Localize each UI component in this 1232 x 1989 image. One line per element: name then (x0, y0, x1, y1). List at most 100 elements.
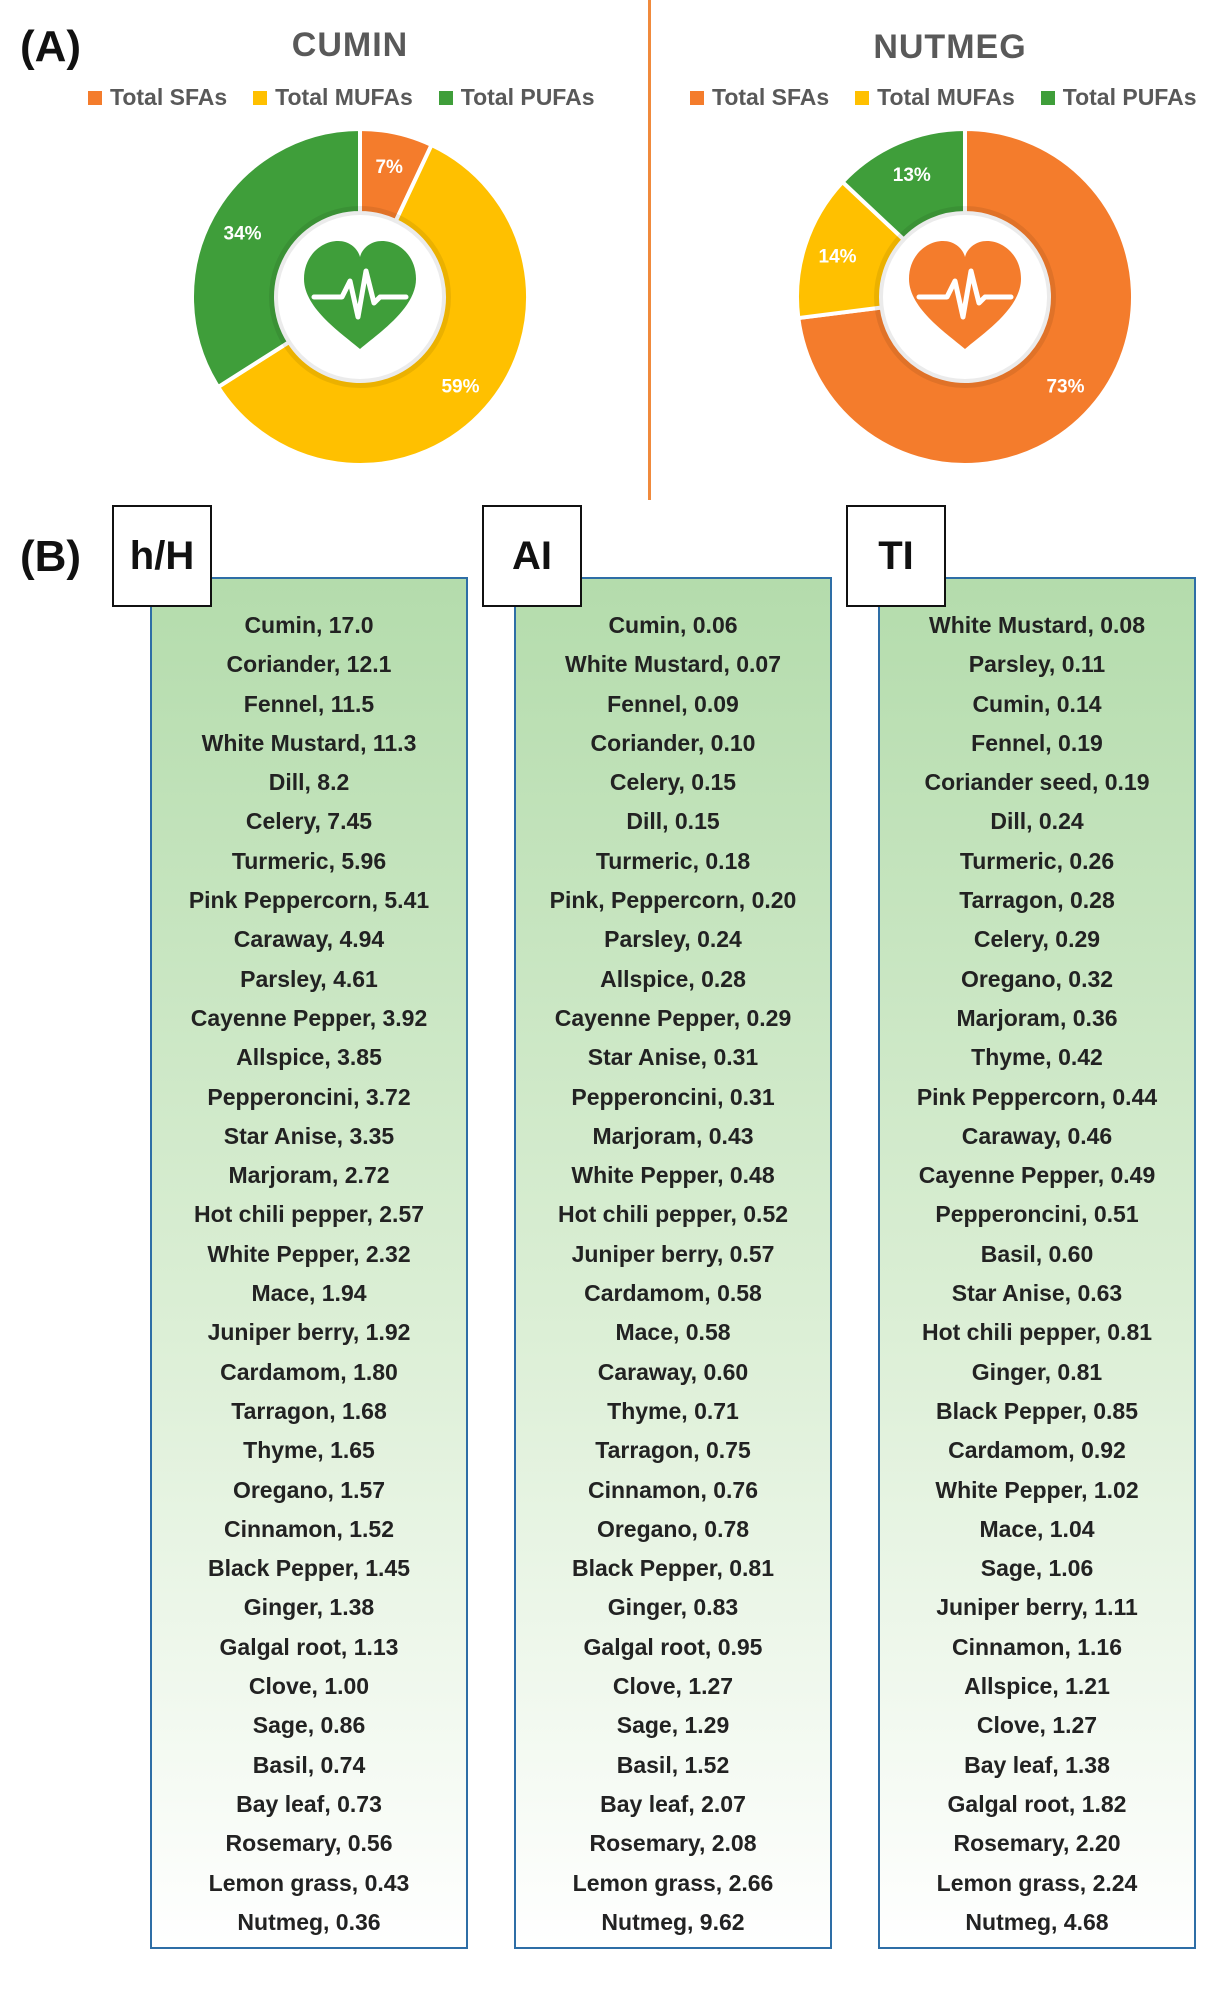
legend-item-sfa: Total SFAs (88, 84, 227, 111)
donut-slice-label: 13% (893, 165, 931, 186)
list-item: Nutmeg, 0.36 (237, 1908, 381, 1935)
list-item: Star Anise, 0.31 (587, 1044, 759, 1071)
list-item: Hot chili pepper, 0.52 (557, 1201, 789, 1228)
donut-inner-ring (269, 206, 451, 388)
pulse-line (916, 268, 1014, 320)
donut-slice-label: 59% (441, 377, 479, 398)
list-item: Dill, 8.2 (268, 769, 350, 796)
list-item: Fennel, 0.09 (607, 690, 739, 717)
list-item: Lemon grass, 0.43 (208, 1869, 410, 1896)
list-item: Clove, 1.27 (612, 1673, 734, 1700)
list-item: White Pepper, 2.32 (207, 1240, 411, 1267)
legend-swatch-sfa (690, 90, 704, 105)
hh-list: Cumin, 17.0 Coriander, 12.1 Fennel, 11.5 Wh… (152, 606, 466, 1942)
list-item: Ginger, 0.81 (971, 1358, 1103, 1385)
legend-item-mufa: Total MUFAs (253, 84, 413, 111)
legend-item-pufa: Total PUFAs (1040, 84, 1197, 111)
list-item: Lemon grass, 2.24 (936, 1869, 1138, 1896)
list-item: White Mustard, 0.08 (929, 612, 1145, 638)
list-item: Juniper berry, 1.11 (936, 1594, 1138, 1621)
list-item: Star Anise, 3.35 (223, 1122, 395, 1149)
ai-list-title: AI (482, 505, 582, 607)
list-item: Cayenne Pepper, 3.92 (190, 1004, 428, 1031)
donut-slice-total-mufas (215, 142, 530, 467)
legend-label-mufa: Total MUFAs (275, 84, 413, 110)
list-item: Tarragon, 0.75 (595, 1437, 751, 1464)
panel-b-label: (B) (20, 532, 82, 581)
legend-item-mufa: Total MUFAs (855, 84, 1015, 111)
list-item: Celery, 7.45 (245, 808, 373, 835)
cumin-donut-chart: 7% 59% 34% (190, 126, 530, 467)
list-item: Rosemary, 0.56 (225, 1830, 393, 1857)
list-item: Marjoram, 0.36 (956, 1004, 1118, 1031)
ti-list-title: TI (846, 505, 946, 607)
list-item: Lemon grass, 2.66 (572, 1869, 774, 1896)
list-item: Pepperoncini, 0.51 (935, 1201, 1139, 1228)
list-item: Tarragon, 1.68 (231, 1397, 387, 1424)
cumin-chart-title: CUMIN (291, 26, 409, 64)
list-item: Celery, 0.15 (609, 769, 737, 796)
legend-swatch-pufa (1040, 90, 1055, 105)
cumin-legend: Total SFAs Total MUFAs Total PUFAs (88, 84, 595, 111)
list-item: Galgal root, 0.95 (583, 1633, 763, 1660)
list-item: Oregano, 0.78 (596, 1515, 750, 1542)
list-item: Caraway, 0.46 (961, 1122, 1113, 1149)
donut-slice-label: 14% (819, 247, 857, 268)
list-item: Pink, Peppercorn, 0.20 (549, 887, 797, 914)
list-item: White Mustard, 11.3 (201, 729, 417, 756)
list-item: Thyme, 0.71 (607, 1397, 739, 1424)
list-item: Coriander, 12.1 (226, 651, 392, 678)
legend-swatch-mufa (855, 90, 870, 105)
list-item: White Mustard, 0.07 (565, 651, 781, 678)
list-item: Cardamom, 0.92 (948, 1437, 1126, 1464)
panel-a-label: (A) (20, 22, 82, 71)
list-item: Mace, 1.04 (979, 1515, 1095, 1542)
list-item: Caraway, 4.94 (233, 926, 385, 953)
legend-label-mufa: Total MUFAs (877, 84, 1015, 110)
list-item: Galgal root, 1.13 (219, 1633, 399, 1660)
list-item: Coriander seed, 0.19 (924, 769, 1150, 796)
list-item: White Pepper, 1.02 (935, 1476, 1139, 1503)
list-item: Cardamom, 0.58 (584, 1280, 762, 1307)
nutmeg-donut-chart: 73% 14% 13% (795, 126, 1135, 467)
list-item: Hot chili pepper, 0.81 (921, 1319, 1153, 1346)
list-item: Pepperoncini, 3.72 (207, 1083, 411, 1110)
list-item: Parsley, 0.24 (604, 926, 742, 953)
ti-list-box: White Mustard, 0.08 Parsley, 0.11 Cumin, 0… (878, 577, 1196, 1949)
legend-label-sfa: Total SFAs (110, 84, 228, 110)
list-item: Cumin, 17.0 (244, 612, 374, 638)
list-item: Black Pepper, 0.81 (571, 1555, 774, 1582)
donut-inner-ring (874, 206, 1056, 388)
list-item: Turmeric, 5.96 (231, 847, 387, 874)
ai-list-box: Cumin, 0.06 White Mustard, 0.07 Fennel, 0.… (514, 577, 832, 1949)
list-item: Cumin, 0.06 (608, 612, 738, 638)
list-item: Celery, 0.29 (973, 926, 1101, 953)
heart-pulse-icon (304, 241, 416, 349)
list-item: Galgal root, 1.82 (947, 1790, 1127, 1817)
list-item: Juniper berry, 0.57 (571, 1240, 775, 1267)
legend-swatch-pufa (438, 90, 453, 105)
legend-swatch-mufa (253, 90, 268, 105)
list-item: Sage, 0.86 (252, 1712, 366, 1739)
list-item: Parsley, 0.11 (968, 651, 1106, 678)
list-item: Allspice, 3.85 (236, 1044, 382, 1071)
list-item: Fennel, 11.5 (243, 690, 375, 717)
donut-slice-label: 7% (375, 157, 403, 178)
legend-item-pufa: Total PUFAs (438, 84, 595, 111)
list-item: Parsley, 4.61 (240, 965, 378, 992)
ti-list: White Mustard, 0.08 Parsley, 0.11 Cumin, 0… (880, 606, 1194, 1942)
list-item: Coriander, 0.10 (590, 729, 756, 756)
list-item: Sage, 1.06 (980, 1555, 1094, 1582)
list-item: Pepperoncini, 0.31 (571, 1083, 775, 1110)
list-item: Pink Peppercorn, 5.41 (188, 887, 430, 914)
list-item: Basil, 0.60 (980, 1240, 1094, 1267)
list-item: Bay leaf, 1.38 (964, 1751, 1110, 1778)
legend-label-pufa: Total PUFAs (460, 84, 595, 110)
donut-slice-label: 73% (1046, 377, 1084, 398)
list-item: Cinnamon, 1.52 (224, 1515, 394, 1542)
list-item: Oregano, 0.32 (960, 965, 1114, 992)
list-item: Nutmeg, 9.62 (601, 1908, 745, 1935)
donut-slice-total-pufas (839, 126, 967, 243)
legend-swatch-sfa (88, 90, 102, 105)
list-item: Dill, 0.15 (626, 808, 720, 835)
